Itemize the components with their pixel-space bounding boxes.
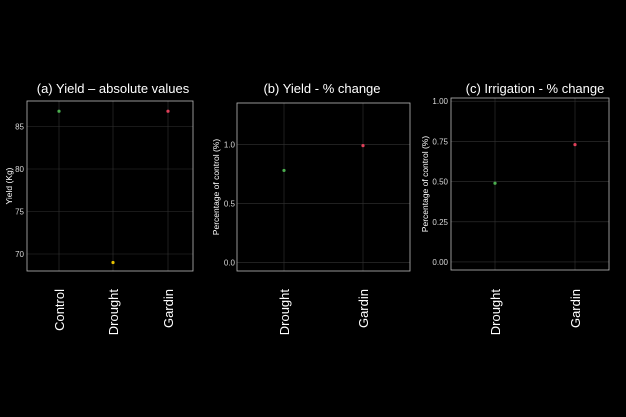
y-tick-label: 1.00 bbox=[432, 97, 448, 106]
chart-title: (c) Irrigation - % change bbox=[466, 81, 605, 96]
data-point bbox=[282, 168, 286, 173]
y-tick-label: 0.50 bbox=[432, 178, 448, 187]
y-tick-label: 0.00 bbox=[432, 258, 448, 267]
y-tick-label: 1.0 bbox=[224, 140, 236, 149]
y-axis-label: Percentage of control (%) bbox=[420, 136, 430, 233]
category-label: Gardin bbox=[161, 289, 176, 328]
category-label: Control bbox=[52, 289, 67, 331]
y-tick-label: 70 bbox=[15, 250, 24, 259]
y-tick-label: 0.25 bbox=[432, 218, 448, 227]
y-tick-label: 85 bbox=[15, 123, 24, 132]
y-axis-label: Yield (Kg) bbox=[4, 167, 14, 204]
data-point bbox=[573, 143, 577, 147]
category-label: Drought bbox=[488, 289, 503, 336]
plot-frame bbox=[450, 97, 610, 271]
data-point bbox=[493, 181, 497, 185]
plot-frame bbox=[236, 102, 411, 272]
category-label: Drought bbox=[106, 289, 121, 336]
y-tick-label: 0.75 bbox=[432, 137, 448, 146]
y-tick-label: 0.5 bbox=[224, 200, 236, 209]
chart-title: (a) Yield – absolute values bbox=[37, 81, 190, 96]
category-label: Gardin bbox=[568, 289, 583, 328]
y-tick-label: 0.0 bbox=[224, 259, 236, 268]
data-point bbox=[57, 109, 61, 113]
plot-frame bbox=[26, 100, 194, 272]
y-tick-label: 80 bbox=[15, 165, 24, 174]
category-label: Gardin bbox=[356, 289, 371, 328]
data-point bbox=[361, 143, 365, 148]
data-point bbox=[111, 260, 115, 265]
chart-title: (b) Yield - % change bbox=[263, 81, 380, 96]
y-tick-label: 75 bbox=[15, 208, 24, 217]
y-axis-label: Percentage of control (%) bbox=[211, 139, 221, 236]
data-point bbox=[166, 109, 170, 113]
category-label: Drought bbox=[277, 289, 292, 336]
